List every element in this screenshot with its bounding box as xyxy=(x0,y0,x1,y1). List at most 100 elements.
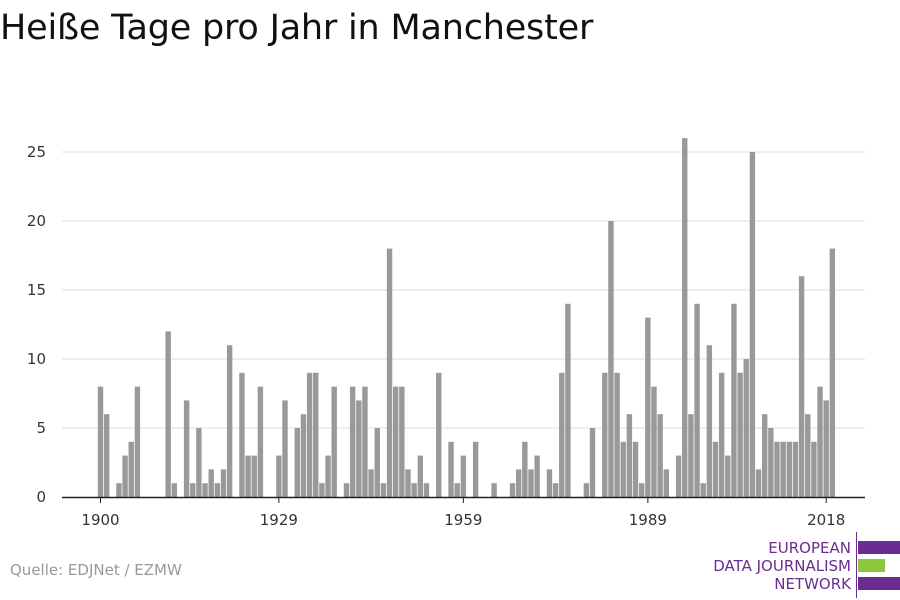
bar xyxy=(313,372,319,497)
source-note: Quelle: EDJNet / EZMW xyxy=(10,561,182,579)
bar xyxy=(522,441,528,497)
bar xyxy=(768,428,774,497)
bar xyxy=(749,152,756,497)
bar xyxy=(380,483,387,497)
bar xyxy=(534,455,540,497)
bar xyxy=(829,248,836,497)
bar xyxy=(626,414,633,497)
logo-bar-purple-bottom xyxy=(858,577,900,590)
bar xyxy=(171,483,177,497)
bar xyxy=(134,386,141,497)
x-tick-label: 1929 xyxy=(260,511,298,529)
y-tick-label: 10 xyxy=(27,350,46,368)
bar xyxy=(798,276,805,497)
bar xyxy=(817,386,823,497)
bar xyxy=(257,386,264,497)
bar xyxy=(436,372,442,497)
y-tick-label: 5 xyxy=(36,419,46,437)
bar xyxy=(343,483,350,497)
bar xyxy=(276,455,282,497)
bar xyxy=(325,455,331,497)
bar xyxy=(460,455,467,497)
bar xyxy=(251,455,257,497)
bar xyxy=(602,372,608,497)
bar xyxy=(614,372,620,497)
x-tick-label: 1959 xyxy=(444,511,482,529)
bar xyxy=(700,483,706,497)
bar xyxy=(725,455,731,497)
bar xyxy=(245,455,251,497)
bar xyxy=(356,400,362,497)
bar xyxy=(294,428,300,497)
bar xyxy=(183,400,190,497)
logo-separator xyxy=(856,532,857,598)
bar xyxy=(103,414,110,497)
bar xyxy=(786,441,792,497)
bar xyxy=(405,469,411,497)
bar xyxy=(583,483,590,497)
bar xyxy=(823,400,829,497)
bar xyxy=(472,441,479,497)
bar xyxy=(306,372,313,497)
bar xyxy=(362,386,368,497)
bar xyxy=(411,483,417,497)
bar xyxy=(239,372,245,497)
bar xyxy=(423,483,430,497)
chart-title: Heiße Tage pro Jahr in Manchester xyxy=(0,8,594,48)
logo-bar-purple-top xyxy=(858,541,900,554)
bar xyxy=(202,483,208,497)
bar xyxy=(645,317,651,497)
bar xyxy=(97,386,104,497)
y-axis-labels: 0 5 10 15 20 25 xyxy=(27,143,46,506)
bar xyxy=(122,455,128,497)
y-tick-label: 15 xyxy=(27,281,46,299)
bar xyxy=(774,441,780,497)
bar xyxy=(639,483,645,497)
bar xyxy=(559,372,565,497)
bar xyxy=(374,428,380,497)
bar xyxy=(589,428,596,497)
bar xyxy=(368,469,374,497)
bar xyxy=(688,414,694,497)
bar xyxy=(454,483,460,497)
x-tick-label: 1900 xyxy=(81,511,119,529)
bar xyxy=(632,441,639,497)
bar xyxy=(417,455,423,497)
y-tick-label: 0 xyxy=(36,488,46,506)
bar xyxy=(755,469,762,497)
bar xyxy=(220,469,227,497)
bar xyxy=(712,441,719,497)
x-axis-ticks: 1900 1929 1959 1989 2018 xyxy=(81,497,845,529)
bar xyxy=(651,386,657,497)
bar xyxy=(706,345,713,497)
bar xyxy=(196,428,202,497)
bar xyxy=(792,441,799,497)
bar xyxy=(528,469,534,497)
y-tick-label: 20 xyxy=(27,212,46,230)
bar xyxy=(165,331,171,497)
bar xyxy=(663,469,669,497)
logo-bar-green xyxy=(858,559,885,572)
bar xyxy=(399,386,405,497)
bar xyxy=(208,469,214,497)
bar xyxy=(386,248,393,497)
bar xyxy=(811,441,817,497)
bar xyxy=(743,359,749,497)
edjnet-logo: EUROPEAN DATA JOURNALISM NETWORK xyxy=(700,530,900,600)
bar xyxy=(718,372,725,497)
x-tick-label: 1989 xyxy=(629,511,667,529)
logo-line-network: NETWORK xyxy=(774,575,851,593)
bar xyxy=(116,483,122,497)
bar xyxy=(608,221,614,497)
bar xyxy=(565,303,571,497)
bar xyxy=(393,386,399,497)
x-tick-label: 2018 xyxy=(807,511,845,529)
bar xyxy=(226,345,233,497)
bar xyxy=(552,483,559,497)
bar xyxy=(546,469,553,497)
bar xyxy=(516,469,522,497)
bar xyxy=(282,400,288,497)
bar xyxy=(491,483,497,497)
logo-line-european: EUROPEAN xyxy=(768,539,851,557)
